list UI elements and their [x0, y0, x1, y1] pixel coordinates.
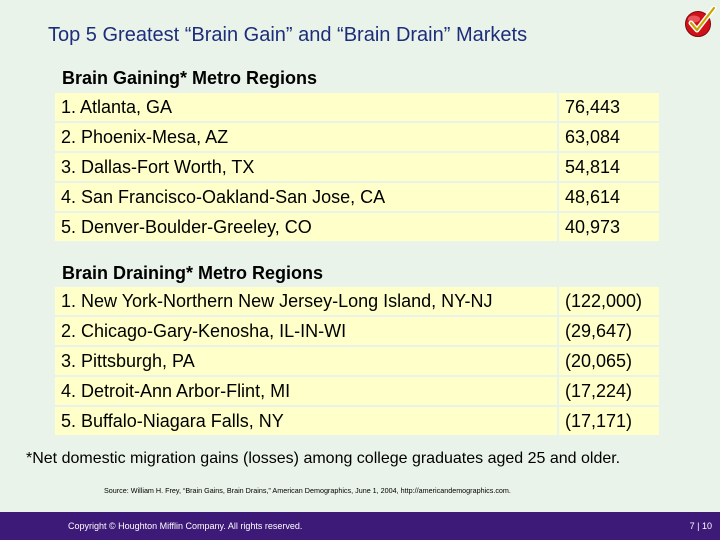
metro-name-cell: 1. New York-Northern New Jersey-Long Isl…: [53, 285, 559, 317]
gaining-table: 1. Atlanta, GA 76,443 2. Phoenix-Mesa, AZ 6…: [53, 91, 661, 243]
migration-value-cell: (20,065): [557, 345, 661, 377]
table-row: 5. Denver-Boulder-Greeley, CO 40,973: [53, 211, 661, 243]
migration-value-cell: 63,084: [557, 121, 661, 153]
table-row: 2. Chicago-Gary-Kenosha, IL-IN-WI (29,647…: [53, 315, 661, 347]
slide-title: Top 5 Greatest “Brain Gain” and “Brain D…: [48, 24, 528, 46]
gaining-heading: Brain Gaining* Metro Regions: [62, 68, 318, 88]
metro-name-cell: 2. Phoenix-Mesa, AZ: [53, 121, 559, 153]
table-row: 4. San Francisco-Oakland-San Jose, CA 48,…: [53, 181, 661, 213]
table-row: 5. Buffalo-Niagara Falls, NY (17,171): [53, 405, 661, 437]
migration-value-cell: 76,443: [557, 91, 661, 123]
migration-value-cell: 54,814: [557, 151, 661, 183]
migration-value-cell: (17,224): [557, 375, 661, 407]
migration-value-cell: (29,647): [557, 315, 661, 347]
check-mark-icon: [685, 6, 717, 37]
metro-name-cell: 5. Buffalo-Niagara Falls, NY: [53, 405, 559, 437]
metro-name-cell: 3. Dallas-Fort Worth, TX: [53, 151, 559, 183]
metro-name-cell: 2. Chicago-Gary-Kenosha, IL-IN-WI: [53, 315, 559, 347]
source-citation: Source: William H. Frey, “Brain Gains, B…: [104, 486, 511, 495]
migration-value-cell: 40,973: [557, 211, 661, 243]
metro-name-cell: 1. Atlanta, GA: [53, 91, 559, 123]
draining-heading: Brain Draining* Metro Regions: [62, 263, 324, 283]
migration-value-cell: (17,171): [557, 405, 661, 437]
copyright-text: Copyright © Houghton Mifflin Company. Al…: [68, 521, 303, 531]
page-number: 7 | 10: [689, 521, 712, 531]
migration-value-cell: 48,614: [557, 181, 661, 213]
metro-name-cell: 5. Denver-Boulder-Greeley, CO: [53, 211, 559, 243]
table-row: 2. Phoenix-Mesa, AZ 63,084: [53, 121, 661, 153]
metro-name-cell: 4. San Francisco-Oakland-San Jose, CA: [53, 181, 559, 213]
metro-name-cell: 3. Pittsburgh, PA: [53, 345, 559, 377]
footnote: *Net domestic migration gains (losses) a…: [26, 450, 621, 467]
table-row: 3. Dallas-Fort Worth, TX 54,814: [53, 151, 661, 183]
table-row: 1. New York-Northern New Jersey-Long Isl…: [53, 285, 661, 317]
table-row: 3. Pittsburgh, PA (20,065): [53, 345, 661, 377]
metro-name-cell: 4. Detroit-Ann Arbor-Flint, MI: [53, 375, 559, 407]
table-row: 4. Detroit-Ann Arbor-Flint, MI (17,224): [53, 375, 661, 407]
footer-bar: Copyright © Houghton Mifflin Company. Al…: [0, 512, 720, 540]
table-row: 1. Atlanta, GA 76,443: [53, 91, 661, 123]
migration-value-cell: (122,000): [557, 285, 661, 317]
draining-table: 1. New York-Northern New Jersey-Long Isl…: [53, 285, 661, 437]
